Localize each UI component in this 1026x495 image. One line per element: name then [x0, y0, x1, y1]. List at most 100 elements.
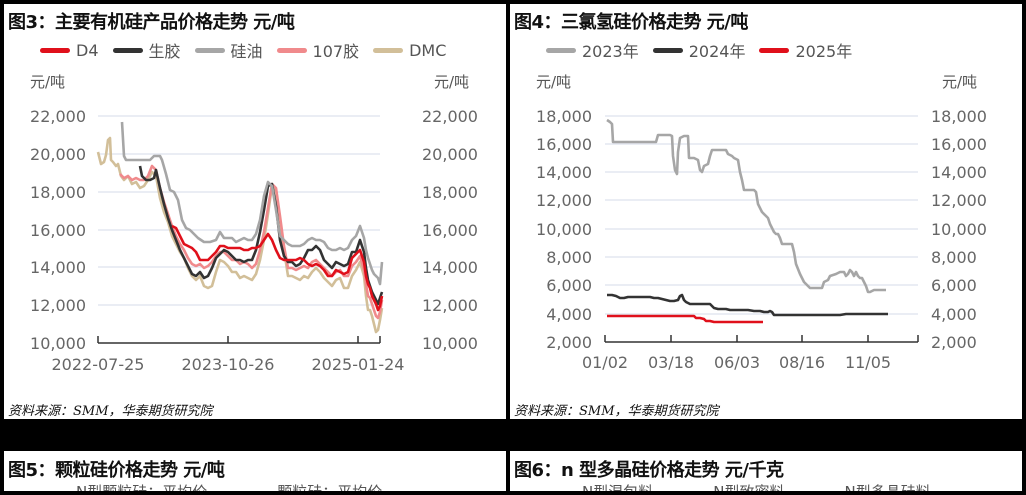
svg-text:4,000: 4,000 — [931, 305, 977, 324]
figure-4-gridlines — [605, 115, 918, 315]
svg-text:8,000: 8,000 — [546, 248, 592, 267]
legend-label: D4 — [76, 40, 99, 60]
figure-3-right-unit: 元/吨 — [434, 73, 470, 91]
legend-item-2023: 2023年 — [546, 38, 639, 62]
svg-text:12,000: 12,000 — [422, 296, 478, 315]
svg-text:12,000: 12,000 — [30, 296, 86, 315]
legend-label: DMC — [409, 40, 447, 60]
series-d4 — [171, 224, 384, 312]
svg-text:16,000: 16,000 — [422, 221, 478, 240]
figure-3-x-axis — [97, 336, 381, 344]
figure-3-gridlines — [98, 115, 380, 306]
series-2023 — [606, 118, 886, 294]
svg-text:14,000: 14,000 — [931, 163, 987, 182]
svg-text:14,000: 14,000 — [422, 258, 478, 277]
figure-4-x-ticks: 01/02 03/18 06/03 08/16 11/05 — [582, 353, 891, 372]
figure-4-right-unit: 元/吨 — [942, 73, 978, 91]
legend-swatch-2025 — [759, 47, 790, 53]
figure-3-chart: 22,000 20,000 18,000 16,000 14,000 12,000 10,… — [30, 107, 478, 374]
legend-label: 2025年 — [795, 42, 853, 61]
figure-4-chart: 18,000 16,000 14,000 12,000 10,000 8,000 6,00… — [536, 107, 987, 372]
svg-text:4,000: 4,000 — [546, 305, 592, 324]
series-2024 — [607, 293, 888, 317]
legend-item-107-rubber: 107胶 — [276, 38, 360, 62]
svg-text:08/16: 08/16 — [779, 353, 825, 372]
figure-4-left-ticks: 18,000 16,000 14,000 12,000 10,000 8,000 6,00… — [536, 107, 592, 352]
legend-label: 生胶 — [148, 42, 181, 61]
figure-3-panel: 图3：主要有机硅产品价格走势 元/吨 D4 生胶 硅油 107胶 DMC 元/吨… — [4, 4, 506, 419]
svg-text:22,000: 22,000 — [422, 107, 478, 126]
svg-text:18,000: 18,000 — [422, 183, 478, 202]
figure-4-title: 图4：三氯氢硅价格走势 元/吨 — [514, 12, 748, 33]
legend-swatch-2023 — [546, 47, 576, 53]
legend-label: N型多晶硅料 — [844, 481, 930, 491]
figure-3-right-ticks: 22,000 20,000 18,000 16,000 14,000 12,000 10,… — [422, 107, 478, 353]
svg-text:2022-07-25: 2022-07-25 — [52, 355, 145, 374]
svg-text:6,000: 6,000 — [546, 276, 592, 295]
figure-6-title: 图6：n 型多晶硅价格走势 元/千克 — [514, 460, 784, 481]
figure-5-legend-partial: N型颗粒硅：平均价 颗粒硅：平均价 — [76, 481, 382, 491]
figure-4-legend: 2023年 2024年 2025年 — [546, 38, 852, 62]
svg-text:03/18: 03/18 — [648, 353, 694, 372]
legend-label: N型混包料 — [582, 481, 653, 491]
svg-text:2023-10-26: 2023-10-26 — [182, 355, 275, 374]
figure-4-panel: 图4：三氯氢硅价格走势 元/吨 2023年 2024年 2025年 元/吨 元/… — [510, 4, 1022, 419]
legend-label: 颗粒硅：平均价 — [277, 481, 382, 491]
legend-label: 107胶 — [312, 42, 360, 61]
svg-text:2,000: 2,000 — [931, 333, 977, 352]
svg-text:10,000: 10,000 — [422, 334, 478, 353]
figure-3-source: 资料来源：SMM，华泰期货研究院 — [8, 404, 213, 419]
svg-text:10,000: 10,000 — [30, 334, 86, 353]
svg-text:8,000: 8,000 — [931, 248, 977, 267]
svg-text:18,000: 18,000 — [931, 107, 987, 126]
series-2025 — [607, 314, 763, 324]
figure-3-left-unit: 元/吨 — [30, 73, 66, 91]
svg-text:18,000: 18,000 — [536, 107, 592, 126]
figure-6-panel: 图6：n 型多晶硅价格走势 元/千克 N型混包料 N型致密料 N型多晶硅料 — [510, 451, 1022, 491]
svg-text:2025-01-24: 2025-01-24 — [312, 355, 405, 374]
svg-text:16,000: 16,000 — [30, 221, 86, 240]
svg-text:12,000: 12,000 — [931, 191, 987, 210]
figure-3-x-ticks: 2022-07-25 2023-10-26 2025-01-24 — [52, 355, 405, 374]
svg-text:10,000: 10,000 — [536, 220, 592, 239]
svg-text:14,000: 14,000 — [536, 163, 592, 182]
series-dmc — [96, 136, 384, 334]
legend-swatch-d4 — [40, 47, 70, 53]
legend-swatch-dmc — [373, 47, 404, 53]
svg-text:20,000: 20,000 — [30, 145, 86, 164]
legend-item-d4: D4 — [40, 38, 99, 62]
figure-3-left-ticks: 22,000 20,000 18,000 16,000 14,000 12,000 10,… — [30, 107, 86, 353]
svg-text:20,000: 20,000 — [422, 145, 478, 164]
svg-text:2,000: 2,000 — [546, 333, 592, 352]
svg-text:6,000: 6,000 — [931, 276, 977, 295]
legend-swatch-raw-rubber — [112, 47, 143, 53]
svg-text:06/03: 06/03 — [714, 353, 760, 372]
svg-text:22,000: 22,000 — [30, 107, 86, 126]
legend-item-dmc: DMC — [373, 38, 446, 62]
svg-text:01/02: 01/02 — [582, 353, 628, 372]
figure-4-right-ticks: 18,000 16,000 14,000 12,000 10,000 8,000 6,00… — [931, 107, 987, 352]
svg-text:18,000: 18,000 — [30, 183, 86, 202]
legend-item-silicone-oil: 硅油 — [194, 38, 263, 62]
figure-6-legend-partial: N型混包料 N型致密料 N型多晶硅料 — [582, 481, 931, 491]
svg-text:16,000: 16,000 — [931, 135, 987, 154]
legend-swatch-2024 — [652, 47, 683, 53]
legend-swatch-107-rubber — [276, 47, 307, 53]
figure-5-panel: 图5：颗粒硅价格走势 元/吨 N型颗粒硅：平均价 颗粒硅：平均价 — [4, 451, 506, 491]
legend-item-2024: 2024年 — [652, 38, 746, 62]
legend-swatch-silicone-oil — [194, 47, 225, 53]
legend-label: N型致密料 — [713, 481, 784, 491]
figure-4-x-axis — [604, 335, 919, 343]
legend-item-raw-rubber: 生胶 — [112, 38, 181, 62]
svg-text:14,000: 14,000 — [30, 258, 86, 277]
svg-text:11/05: 11/05 — [845, 353, 891, 372]
figure-3-title: 图3：主要有机硅产品价格走势 元/吨 — [8, 12, 295, 33]
legend-label: 2024年 — [688, 42, 746, 61]
figure-3-legend: D4 生胶 硅油 107胶 DMC — [40, 38, 446, 62]
series-silicone-oil — [120, 121, 384, 286]
legend-item-2025: 2025年 — [759, 38, 852, 62]
svg-text:16,000: 16,000 — [536, 135, 592, 154]
legend-label: N型颗粒硅：平均价 — [76, 481, 207, 491]
figure-5-title: 图5：颗粒硅价格走势 元/吨 — [8, 460, 225, 481]
legend-label: 硅油 — [230, 42, 263, 61]
